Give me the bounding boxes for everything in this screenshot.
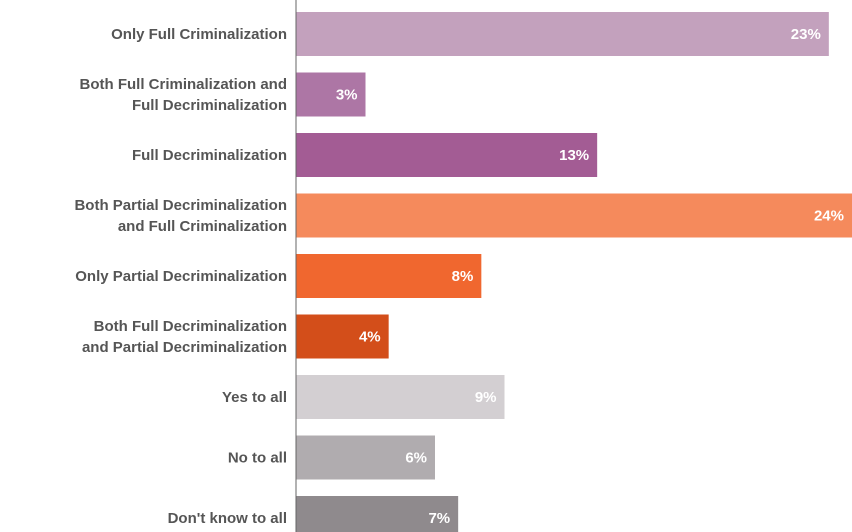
- data-label-6: 9%: [475, 389, 497, 406]
- category-label-3-line-0: Both Partial Decriminalization: [74, 197, 287, 214]
- data-label-8: 7%: [428, 510, 450, 527]
- category-label-1-line-0: Both Full Criminalization and: [80, 76, 288, 93]
- bar-3: [296, 193, 852, 238]
- category-label-5-line-1: and Partial Decriminalization: [82, 339, 287, 356]
- bar-4: [296, 254, 482, 298]
- category-label-6: Yes to all: [222, 389, 287, 406]
- data-label-3: 24%: [814, 208, 844, 225]
- bar-5: [296, 314, 389, 359]
- bar-8: [296, 496, 459, 532]
- bar-7: [296, 435, 435, 480]
- category-label-0: Only Full Criminalization: [111, 26, 287, 43]
- category-label-1-line-1: Full Decriminalization: [132, 97, 287, 114]
- data-label-4: 8%: [452, 268, 474, 285]
- data-label-0: 23%: [791, 26, 821, 43]
- category-label-3-line-1: and Full Criminalization: [118, 218, 287, 235]
- category-label-2: Full Decriminalization: [132, 147, 287, 164]
- data-label-5: 4%: [359, 329, 381, 346]
- data-label-1: 3%: [336, 87, 358, 104]
- category-label-4: Only Partial Decriminalization: [75, 268, 287, 285]
- bar-1: [296, 72, 366, 117]
- bar-2: [296, 133, 598, 177]
- bar-6: [296, 375, 505, 419]
- data-label-7: 6%: [405, 450, 427, 467]
- data-label-2: 13%: [559, 147, 589, 164]
- category-label-5-line-0: Both Full Decriminalization: [94, 318, 287, 335]
- category-label-8: Don't know to all: [168, 510, 287, 527]
- bar-0: [296, 12, 829, 56]
- category-label-7: No to all: [228, 450, 287, 467]
